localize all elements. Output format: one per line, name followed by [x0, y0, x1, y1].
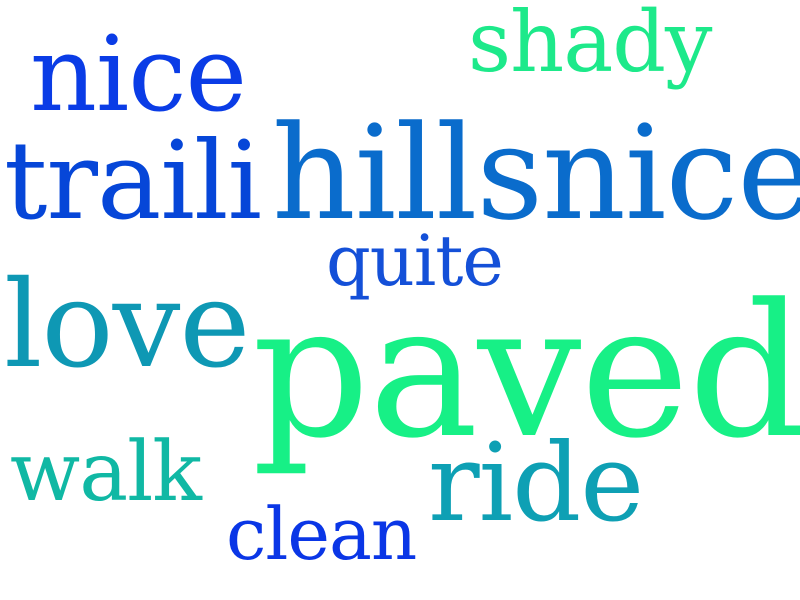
word-traili: traili [4, 119, 262, 244]
word-clean: clean [226, 492, 417, 576]
word-quite: quite [326, 220, 504, 302]
word-hillsnice: hillsnice [272, 97, 800, 249]
word-love: love [4, 256, 250, 395]
word-shady: shady [468, 0, 713, 91]
word-nice: nice [30, 13, 247, 135]
word-ride: ride [428, 421, 644, 546]
word-paved: paved [252, 265, 800, 479]
word-walk: walk [10, 425, 202, 520]
